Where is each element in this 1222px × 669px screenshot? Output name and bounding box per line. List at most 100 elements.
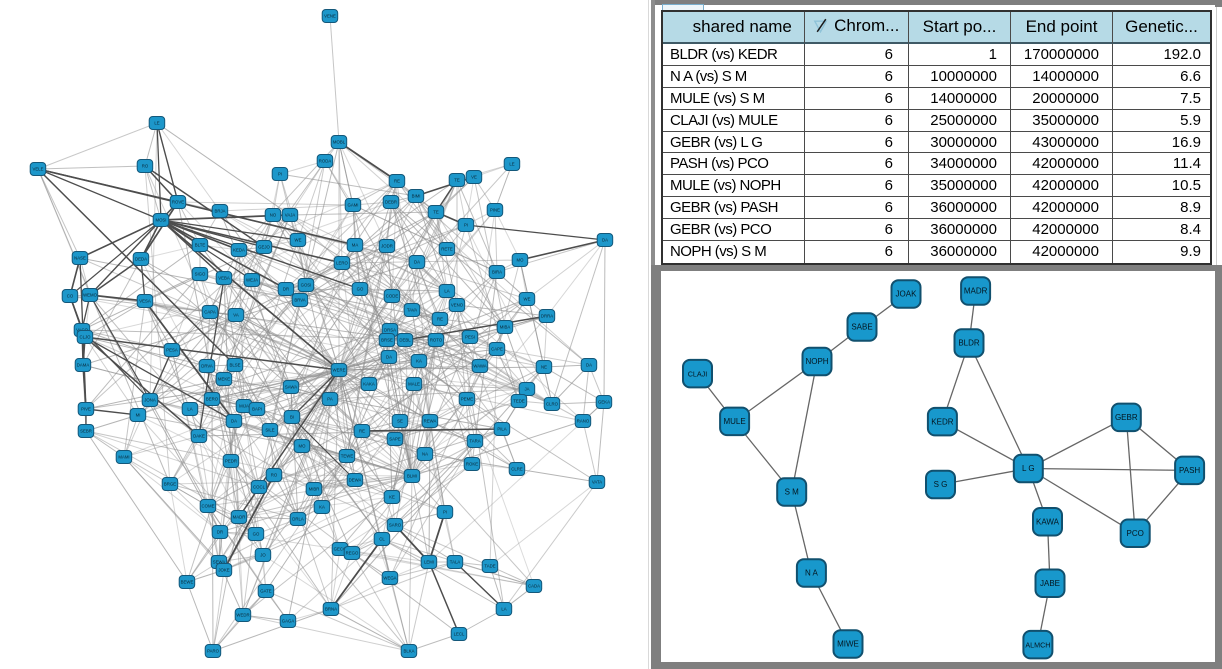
svg-text:DRSA: DRSA	[384, 328, 396, 333]
svg-text:PA: PA	[327, 397, 333, 402]
svg-text:GO: GO	[357, 287, 364, 292]
svg-text:CAPA: CAPA	[204, 310, 216, 315]
svg-text:KA: KA	[319, 505, 325, 510]
svg-text:DEBR: DEBR	[385, 200, 397, 205]
svg-text:GECO: GECO	[334, 547, 347, 552]
svg-text:KEDR: KEDR	[931, 417, 953, 426]
svg-text:LA: LA	[501, 607, 506, 612]
svg-text:MADR: MADR	[233, 515, 246, 520]
svg-text:CLRO: CLRO	[546, 402, 559, 407]
svg-text:COME: COME	[202, 504, 215, 509]
svg-text:DAKE: DAKE	[193, 434, 205, 439]
svg-text:GOSI: GOSI	[301, 283, 312, 288]
svg-text:BERO: BERO	[206, 397, 219, 402]
svg-text:KA: KA	[416, 359, 422, 364]
svg-text:DR: DR	[283, 287, 289, 292]
svg-text:MI: MI	[136, 413, 141, 418]
svg-text:WEJA: WEJA	[246, 278, 258, 283]
svg-text:NASE: NASE	[74, 256, 86, 261]
svg-text:PI: PI	[278, 172, 282, 177]
svg-text:VENO: VENO	[451, 303, 464, 308]
svg-text:GEKA: GEKA	[598, 400, 610, 405]
svg-text:DRLA: DRLA	[292, 517, 304, 522]
svg-text:VELE: VELE	[33, 167, 44, 172]
svg-text:TADE: TADE	[484, 564, 495, 569]
svg-text:TARA: TARA	[469, 439, 480, 444]
svg-text:GEJO: GEJO	[258, 245, 270, 250]
svg-text:KAWA: KAWA	[1036, 518, 1060, 527]
svg-text:CAPE: CAPE	[491, 347, 503, 352]
svg-text:L G: L G	[1022, 464, 1035, 473]
svg-text:MIBR: MIBR	[309, 487, 320, 492]
svg-text:TE: TE	[433, 210, 439, 215]
svg-text:DA: DA	[586, 363, 592, 368]
svg-text:WE: WE	[524, 297, 531, 302]
svg-text:LEMI: LEMI	[424, 560, 434, 565]
svg-text:BLMI: BLMI	[407, 474, 417, 479]
svg-text:RO: RO	[142, 164, 149, 169]
svg-text:LECL: LECL	[454, 632, 465, 637]
svg-text:GATE: GATE	[260, 589, 272, 594]
svg-text:CLRE: CLRE	[511, 467, 523, 472]
svg-text:KE: KE	[389, 495, 395, 500]
svg-text:DRVA: DRVA	[201, 364, 213, 369]
svg-text:ROKE: ROKE	[466, 462, 478, 467]
svg-text:GO: GO	[253, 532, 260, 537]
svg-text:NA: NA	[422, 452, 428, 457]
svg-text:TEDE: TEDE	[513, 399, 525, 404]
svg-text:GEBR: GEBR	[1115, 413, 1138, 422]
svg-text:CLJO: CLJO	[80, 335, 92, 340]
svg-text:DA: DA	[414, 260, 420, 265]
svg-text:PINE: PINE	[490, 208, 500, 213]
svg-text:JA: JA	[524, 387, 529, 392]
svg-text:VEBA: VEBA	[218, 276, 230, 281]
svg-text:DA: DA	[231, 419, 237, 424]
svg-text:RO: RO	[271, 473, 278, 478]
svg-text:PI: PI	[464, 223, 468, 228]
svg-text:SARO: SARO	[389, 523, 402, 528]
svg-text:N A: N A	[805, 569, 819, 578]
svg-text:BIRA: BIRA	[492, 270, 502, 275]
svg-text:MIBA: MIBA	[500, 325, 511, 330]
svg-text:LA: LA	[187, 407, 192, 412]
svg-text:MO: MO	[517, 258, 525, 263]
svg-text:VE: VE	[471, 175, 477, 180]
svg-text:LA: LA	[444, 289, 449, 294]
svg-text:BRNA: BRNA	[325, 607, 337, 612]
svg-text:LE: LE	[154, 121, 159, 126]
svg-text:BEWE: BEWE	[181, 580, 194, 585]
svg-text:BLTE: BLTE	[195, 243, 206, 248]
svg-text:PASH: PASH	[1179, 466, 1200, 475]
svg-text:CLAJI: CLAJI	[688, 369, 708, 378]
svg-text:MALE: MALE	[408, 382, 420, 387]
svg-text:SEBR: SEBR	[80, 429, 92, 434]
svg-text:REGO: REGO	[346, 551, 359, 556]
svg-text:GAGA: GAGA	[282, 619, 295, 624]
svg-text:MEKE: MEKE	[218, 377, 230, 382]
svg-text:SABE: SABE	[851, 323, 872, 332]
svg-text:TAVA: TAVA	[407, 308, 417, 313]
svg-text:BRSE: BRSE	[381, 338, 393, 343]
svg-text:LERO: LERO	[336, 261, 348, 266]
svg-text:DRRA: DRRA	[541, 314, 553, 319]
svg-text:GAMI: GAMI	[348, 203, 359, 208]
svg-text:LE: LE	[509, 162, 514, 167]
svg-text:BLDR: BLDR	[958, 339, 980, 348]
svg-text:S G: S G	[934, 480, 948, 489]
svg-text:JOKE: JOKE	[218, 568, 229, 573]
svg-text:PILA: PILA	[497, 427, 506, 432]
svg-text:CODE: CODE	[386, 294, 399, 299]
svg-text:RODA: RODA	[319, 159, 332, 164]
svg-text:MIJA: MIJA	[239, 404, 249, 409]
svg-text:COCL: COCL	[253, 485, 266, 490]
svg-text:MOSI: MOSI	[156, 218, 167, 223]
svg-text:BRVA: BRVA	[294, 298, 305, 303]
svg-text:WEGA: WEGA	[383, 576, 396, 581]
svg-text:BLKA: BLKA	[404, 649, 415, 654]
svg-text:RE: RE	[359, 429, 365, 434]
svg-text:VATA: VATA	[592, 480, 602, 485]
svg-text:MADR: MADR	[964, 287, 988, 296]
svg-text:BLSE: BLSE	[230, 363, 241, 368]
svg-text:PEME: PEME	[461, 397, 473, 402]
svg-text:PIVE: PIVE	[81, 407, 91, 412]
